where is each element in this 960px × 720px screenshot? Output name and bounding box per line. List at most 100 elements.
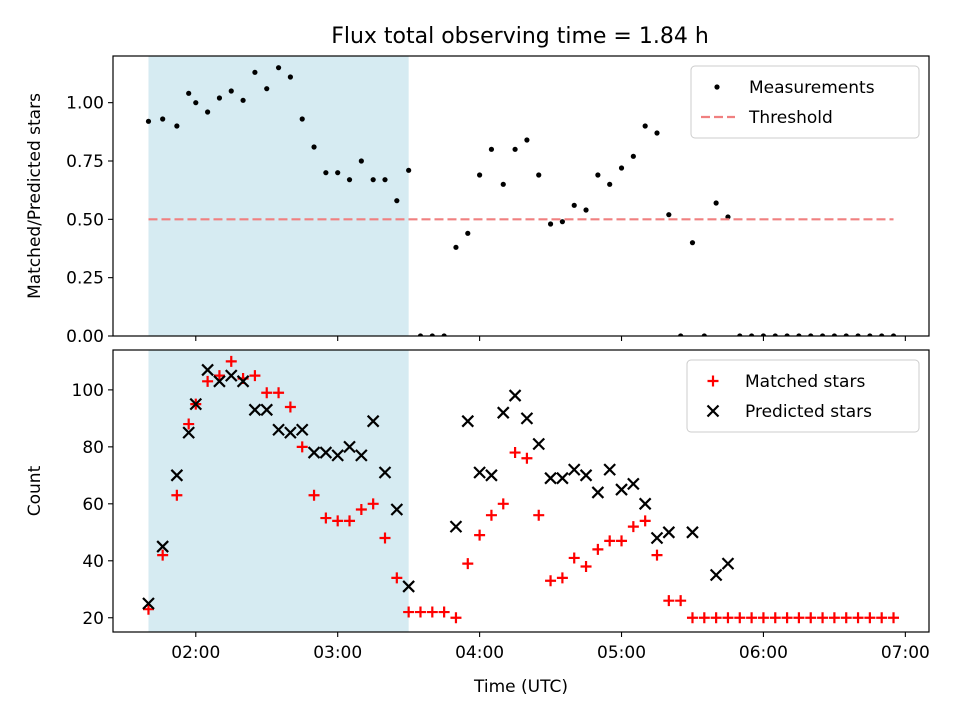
measurements-point <box>678 333 684 336</box>
predicted-stars-point <box>544 471 557 485</box>
predicted-stars-point <box>721 557 735 570</box>
matched-stars-point <box>273 387 285 399</box>
matched-stars-point <box>757 612 769 624</box>
predicted-stars-point <box>508 389 522 402</box>
predicted-stars-point <box>650 531 664 545</box>
matched-stars-point <box>852 612 864 624</box>
y-tick-label: 100 <box>72 381 104 401</box>
predicted-stars-point <box>473 466 486 479</box>
matched-stars-series <box>142 355 900 624</box>
measurements-point <box>772 333 778 336</box>
measurements-point <box>890 333 897 336</box>
predicted-stars-point <box>709 568 723 582</box>
measurements-point <box>879 333 885 336</box>
measurements-point <box>186 90 192 96</box>
measurements-point <box>855 333 861 336</box>
axes-frame <box>112 349 930 633</box>
matched-stars-point <box>497 498 509 510</box>
y-tick-label: 0.50 <box>66 210 104 230</box>
matched-stars-point <box>249 370 261 382</box>
predicted-stars-point <box>390 503 404 516</box>
measurements-point <box>465 230 471 236</box>
predicted-stars-point <box>591 486 605 499</box>
matched-stars-point <box>580 560 592 572</box>
legend-label: Measurements <box>749 78 875 98</box>
matched-stars-point <box>344 515 356 527</box>
measurements-point <box>429 333 435 336</box>
legend-swatch <box>714 84 720 90</box>
predicted-stars-point <box>248 403 262 417</box>
measurements-point <box>784 333 790 336</box>
measurements-point <box>760 333 767 336</box>
measurements-point <box>571 202 577 208</box>
measurements-point <box>335 170 341 176</box>
measurements-point <box>453 244 459 250</box>
matched-stars-point <box>592 543 604 555</box>
matched-stars-point <box>639 515 651 527</box>
measurements-point <box>441 333 447 336</box>
matched-stars-point <box>355 504 367 516</box>
predicted-stars-point <box>615 483 628 496</box>
measurements-point <box>737 333 743 336</box>
y-tick-label: 0.75 <box>66 152 104 172</box>
measurements-point <box>240 97 246 103</box>
predicted-stars-point <box>142 597 155 610</box>
measurements-point <box>666 212 672 218</box>
predicted-stars-point <box>686 526 699 539</box>
measurements-point <box>547 221 554 227</box>
measurements-point <box>299 116 305 122</box>
measurements-point <box>796 333 802 336</box>
matched-stars-point <box>663 595 675 607</box>
matched-stars-point <box>284 401 296 413</box>
legend: Matched stars Predicted stars <box>686 359 920 433</box>
matched-stars-point <box>828 612 840 624</box>
predicted-stars-point <box>224 369 238 382</box>
measurements-point <box>536 172 542 178</box>
matched-stars-point <box>320 512 332 524</box>
measurements-point <box>264 86 270 92</box>
matched-stars-point <box>474 529 486 541</box>
predicted-stars-point <box>520 412 534 425</box>
matched-stars-point <box>509 447 521 459</box>
predicted-stars-point <box>662 526 676 539</box>
predicted-stars-point <box>236 375 250 388</box>
measurements-point <box>174 123 180 129</box>
x-tick-label: 05:00 <box>597 643 646 663</box>
measurements-series <box>145 65 897 336</box>
matched-stars-point <box>308 489 320 501</box>
matched-stars-point <box>157 549 169 561</box>
figure-title: Flux total observing time = 1.84 h <box>331 24 709 49</box>
predicted-stars-point <box>189 397 203 411</box>
ratio-panel: 0.00 0.25 0.50 0.75 1.00 Matched/Predicted st… <box>25 55 930 347</box>
legend-label: Threshold <box>748 108 833 128</box>
matched-stars-point <box>568 552 580 564</box>
matched-stars-point <box>213 370 225 382</box>
matched-stars-point <box>533 509 545 521</box>
predicted-stars-point <box>201 363 214 377</box>
predicted-stars-point <box>402 580 415 593</box>
matched-stars-point <box>426 606 438 618</box>
matched-stars-point <box>686 612 698 624</box>
measurements-point <box>193 100 199 106</box>
measurements-point <box>512 146 518 152</box>
legend-label: Matched stars <box>745 372 865 392</box>
matched-stars-point <box>202 375 214 387</box>
matched-stars-point <box>675 595 687 607</box>
matched-stars-point <box>485 509 497 521</box>
matched-stars-point <box>769 612 781 624</box>
measurements-point <box>595 172 601 178</box>
y-tick-label: 0.25 <box>66 269 104 289</box>
matched-stars-point <box>261 387 273 399</box>
measurements-point <box>228 88 234 94</box>
measurements-point <box>417 333 424 336</box>
measurements-point <box>145 118 152 124</box>
predicted-stars-point <box>366 414 380 428</box>
matched-stars-point <box>225 355 237 367</box>
y-tick-label: 80 <box>82 438 104 458</box>
matched-stars-point <box>604 535 616 547</box>
predicted-stars-point <box>284 426 297 439</box>
y-axis-label: Matched/Predicted stars <box>25 93 45 299</box>
measurements-point <box>358 158 364 164</box>
measurements-point <box>607 181 613 187</box>
x-tick-label: 02:00 <box>171 643 220 663</box>
